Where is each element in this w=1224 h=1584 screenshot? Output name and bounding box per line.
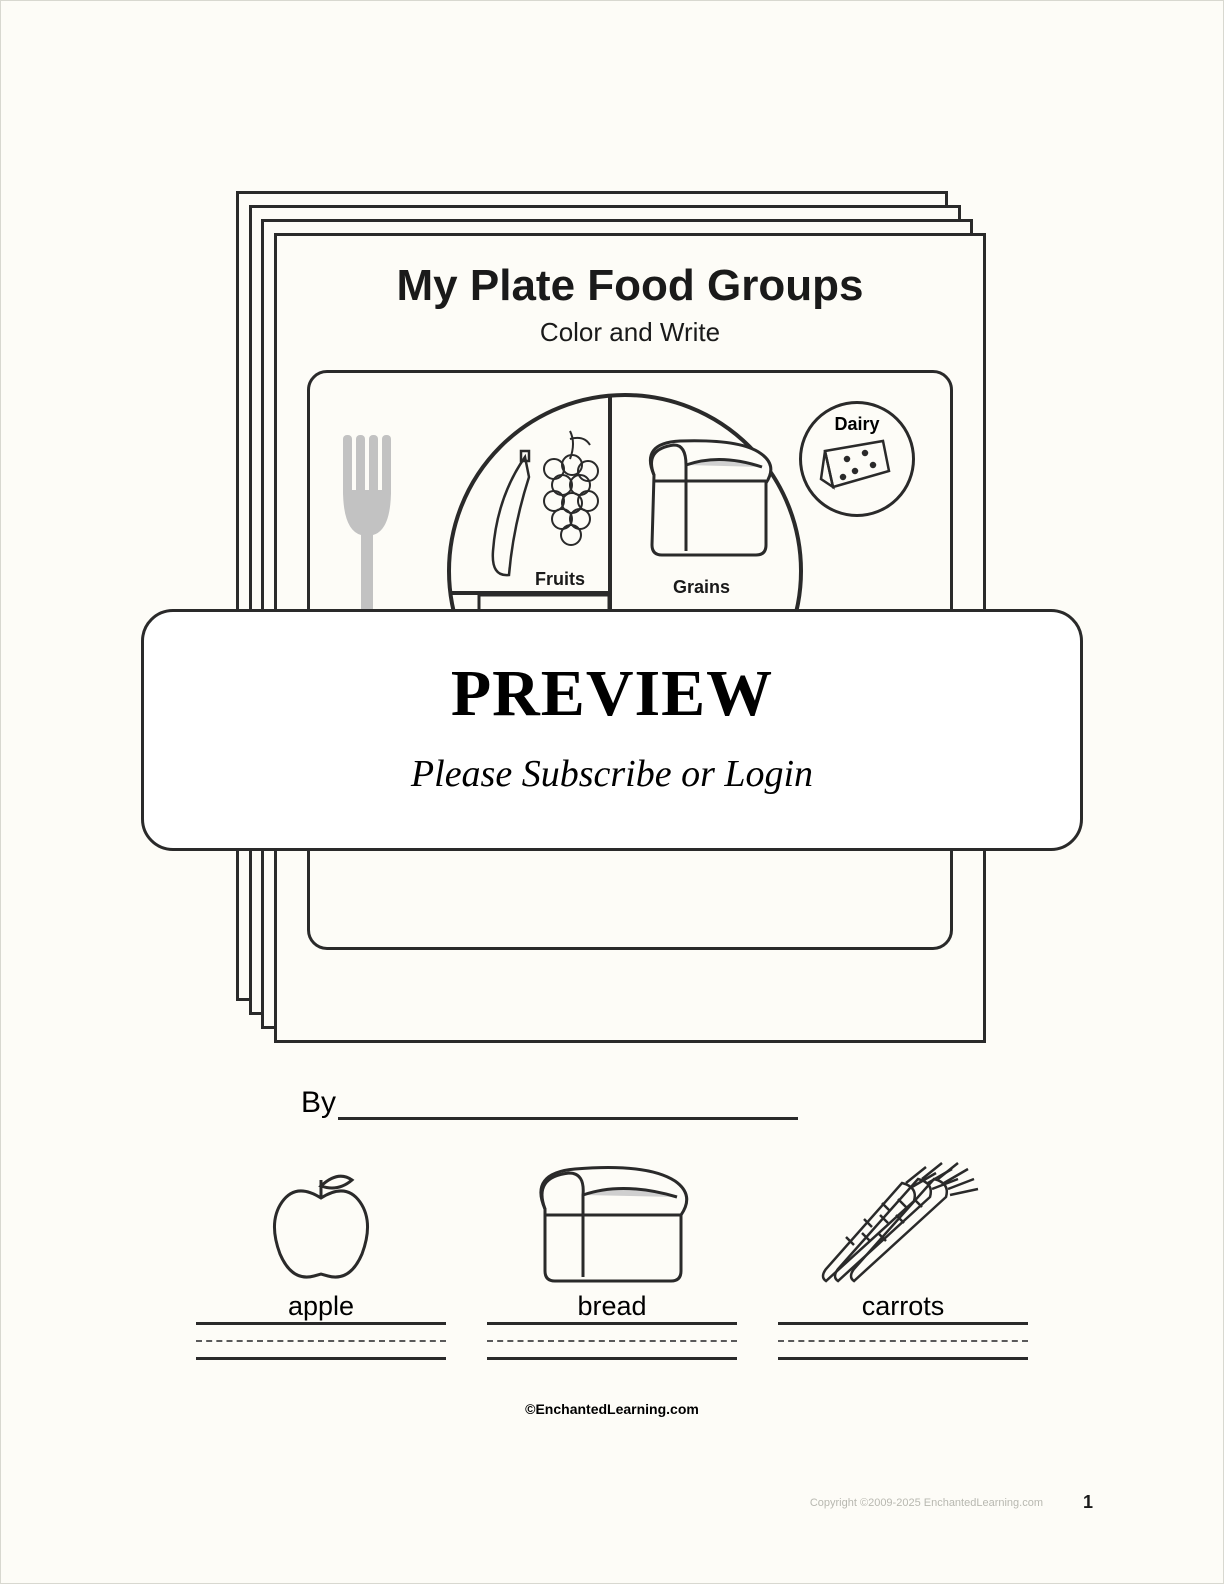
worksheet-subtitle: Color and Write <box>307 317 953 348</box>
writing-lines <box>196 1322 446 1360</box>
preview-subtitle: Please Subscribe or Login <box>164 752 1060 796</box>
food-label-carrots: carrots <box>778 1291 1028 1322</box>
preview-title: PREVIEW <box>164 656 1060 732</box>
writing-lines <box>778 1322 1028 1360</box>
apple-icon <box>196 1156 446 1291</box>
food-label-bread: bread <box>487 1291 737 1322</box>
food-item-apple: apple <box>196 1156 446 1360</box>
page-number: 1 <box>1083 1492 1093 1513</box>
dairy-circle: Dairy <box>799 401 915 517</box>
carrots-icon <box>778 1156 1028 1291</box>
food-item-bread: bread <box>487 1156 737 1360</box>
food-items-row: apple <box>196 1156 1028 1360</box>
food-label-apple: apple <box>196 1291 446 1322</box>
worksheet-title: My Plate Food Groups <box>307 261 953 311</box>
by-label: By <box>301 1086 336 1120</box>
food-item-carrots: carrots <box>778 1156 1028 1360</box>
credit-text: ©EnchantedLearning.com <box>91 1401 1133 1417</box>
fruits-label: Fruits <box>535 569 585 590</box>
writing-lines <box>487 1322 737 1360</box>
bread-icon <box>487 1156 737 1291</box>
by-line: By <box>301 1086 798 1120</box>
document-page: My Plate Food Groups Color and Write <box>0 0 1224 1584</box>
content-area: My Plate Food Groups Color and Write <box>91 61 1133 1523</box>
copyright-text: Copyright ©2009-2025 EnchantedLearning.c… <box>810 1497 1043 1509</box>
dairy-label: Dairy <box>802 414 912 435</box>
by-blank-line <box>338 1090 798 1120</box>
preview-overlay: PREVIEW Please Subscribe or Login <box>141 609 1083 851</box>
grains-label: Grains <box>673 577 730 598</box>
